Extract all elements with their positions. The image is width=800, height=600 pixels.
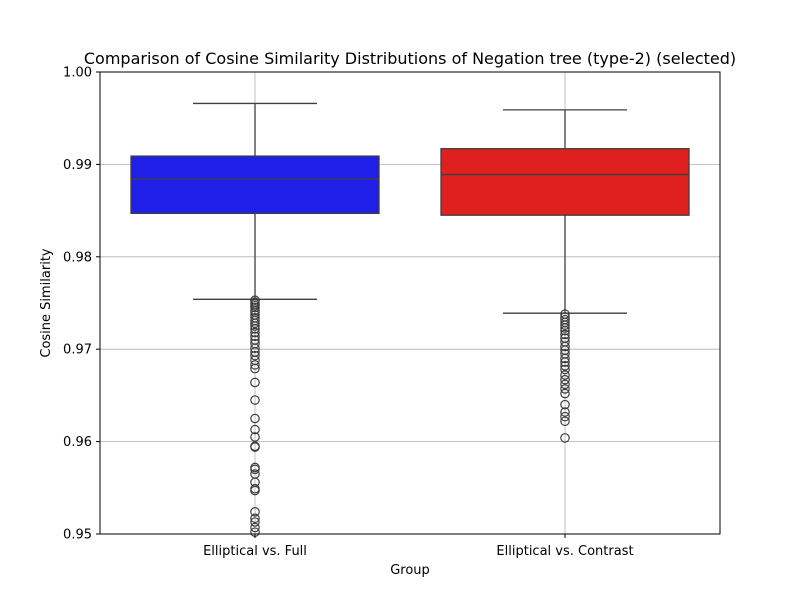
outlier-point [560,361,570,371]
outlier-point [250,395,260,405]
outlier-point [560,374,570,385]
outlier-point [250,327,260,338]
outlier-point [250,377,260,388]
outlier-point [250,302,260,313]
outlier-point [560,320,570,330]
outlier-point [560,388,570,399]
outlier-point [560,323,570,333]
box-group [130,102,380,537]
y-axis-ticks: 0.95 0.96 0.97 0.98 0.99 1.00 [63,66,100,543]
x-tick-label: Elliptical vs. Full [203,544,307,559]
outlier-point [250,318,260,329]
outlier-point [250,507,260,517]
outlier-point [560,353,570,364]
outlier-point [560,379,570,390]
outlier-point [250,343,260,354]
outlier-point [250,517,260,527]
outlier-point [560,341,570,352]
outlier-point [560,357,570,367]
outlier-point [250,363,260,374]
outlier-point [560,399,570,410]
outlier-point [250,485,260,496]
y-tick-label: 0.96 [63,435,92,450]
grid-lines [100,71,720,535]
iqr-box [440,148,690,216]
y-axis-label: Cosine Similarity [39,248,54,358]
y-tick-label: 0.95 [63,528,92,543]
outlier-point [560,411,570,422]
outlier-point [560,364,570,375]
outlier-point [250,432,260,442]
chart-title: Comparison of Cosine Similarity Distribu… [84,49,736,68]
y-tick-label: 1.00 [63,66,92,81]
y-tick-label: 0.99 [63,158,92,173]
plot-frame [99,71,721,535]
x-axis-ticks: Elliptical vs. Full Elliptical vs. Contra… [203,534,634,559]
x-tick-label: Elliptical vs. Contrast [496,544,633,559]
outlier-point [250,442,260,452]
box-group [440,109,690,443]
outlier-point [560,384,570,394]
iqr-box [130,155,380,215]
outlier-point [250,522,260,533]
outlier-point [250,321,260,331]
outlier-point [250,350,260,361]
outlier-point [560,370,570,380]
outlier-point [560,325,570,336]
outlier-point [250,464,260,475]
outlier-point [560,329,570,340]
outlier-point [250,513,260,524]
y-tick-label: 0.97 [63,343,92,358]
outlier-point [560,407,570,417]
outlier-point [560,433,570,443]
outlier-point [250,413,260,424]
outlier-point [250,424,260,435]
outlier-point [250,331,260,342]
outlier-point [250,324,260,334]
outlier-point [250,360,260,370]
x-axis-label: Group [390,563,430,578]
y-tick-label: 0.98 [63,250,92,265]
box-plots [130,102,690,537]
outlier-point [560,416,570,427]
